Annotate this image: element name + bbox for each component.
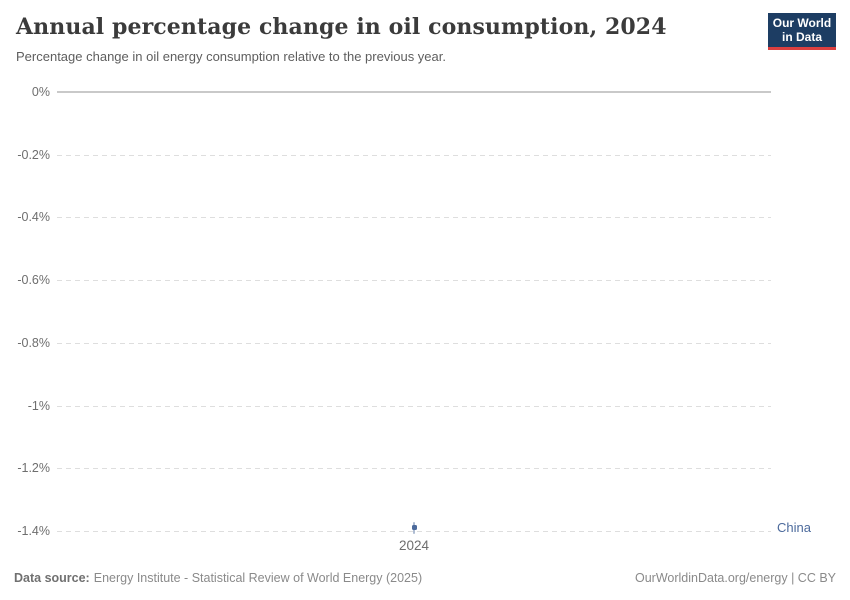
footer-license-text: OurWorldinData.org/energy | CC BY [634, 571, 836, 585]
entity-label-china[interactable]: China [777, 519, 811, 535]
y-axis-tick-label: -0.4% [17, 210, 50, 225]
y-axis-tick-label: -0.2% [17, 147, 50, 162]
chart-footer: Data source: Energy Institute - Statistic… [14, 570, 836, 586]
data-source-text: Energy Institute - Statistical Review of… [93, 571, 423, 585]
y-axis-tick-label: 0% [31, 85, 50, 99]
horizontal-gridline [57, 468, 771, 470]
data-point-marker[interactable] [411, 525, 417, 531]
y-axis-tick-label: -0.6% [17, 273, 50, 288]
data-source-label: Data source: [14, 571, 90, 585]
y-axis-tick-label: -1.4% [17, 524, 50, 538]
owid-logo[interactable]: Our World in Data [768, 13, 836, 50]
x-axis-tick-label: 2024 [398, 538, 430, 553]
y-axis-tick-label: -1% [27, 398, 50, 413]
horizontal-gridline [57, 342, 771, 344]
y-axis-tick-label: -0.8% [17, 335, 50, 350]
horizontal-gridline [57, 531, 771, 532]
owid-logo-line1: Our World [772, 16, 832, 30]
chart-header: Annual percentage change in oil consumpt… [16, 12, 754, 65]
horizontal-gridline [57, 280, 771, 282]
zero-axis-line [57, 91, 771, 93]
horizontal-gridline [57, 217, 771, 219]
horizontal-gridline [57, 154, 771, 156]
data-source-note: Data source: Energy Institute - Statistic… [14, 570, 422, 586]
chart-subtitle: Percentage change in oil energy consumpt… [16, 49, 446, 64]
chart-title: Annual percentage change in oil consumpt… [16, 14, 667, 40]
y-axis-tick-label: -1.2% [17, 461, 50, 476]
owid-logo-line2: in Data [781, 30, 822, 44]
horizontal-gridline [57, 405, 771, 407]
